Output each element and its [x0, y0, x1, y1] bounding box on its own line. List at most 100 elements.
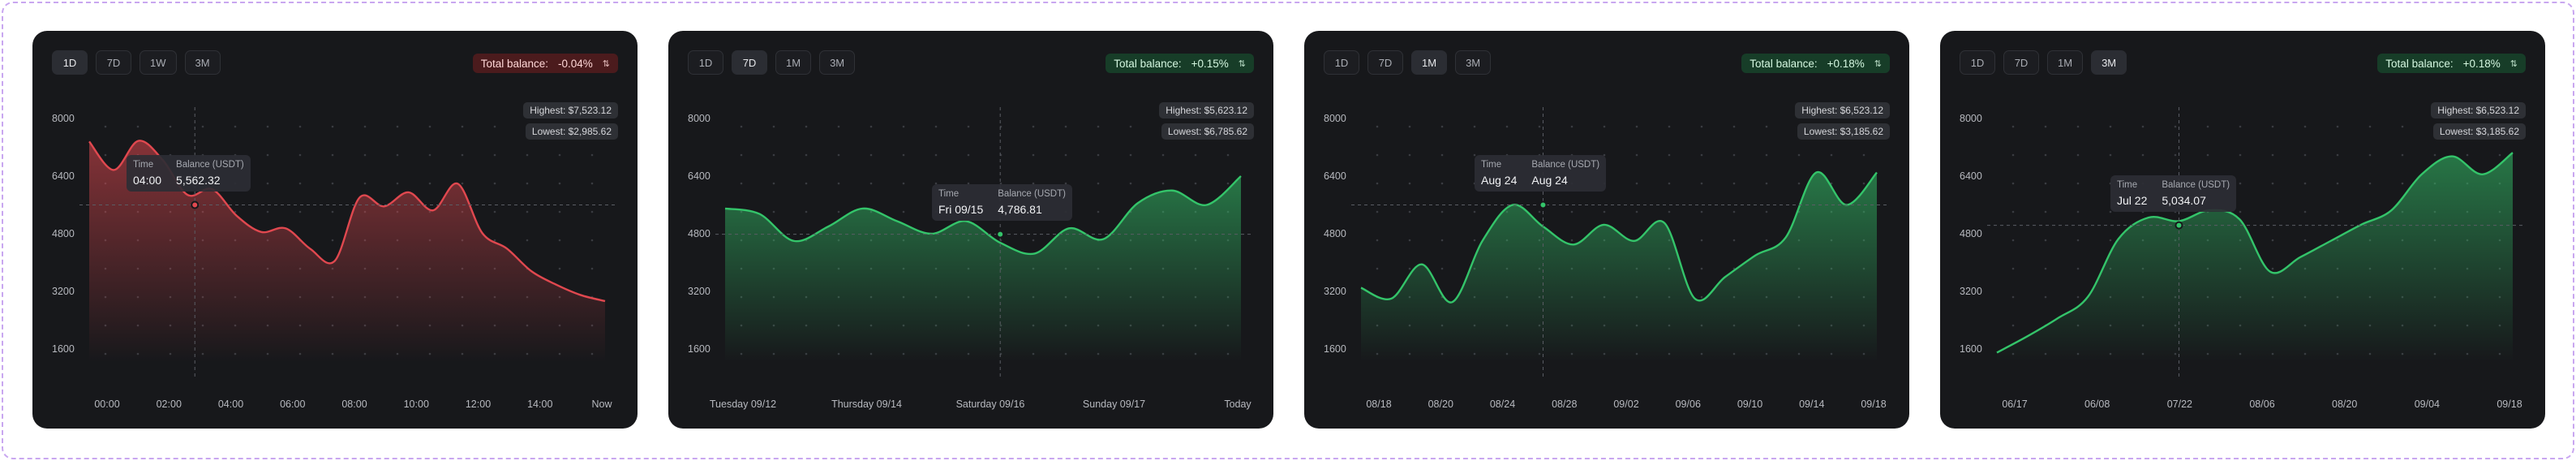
grid-dot	[2303, 182, 2307, 185]
tab-1m[interactable]: 1M	[775, 50, 812, 75]
grid-dot	[2336, 125, 2339, 128]
grid-dot	[266, 182, 269, 185]
grid-dot	[331, 210, 334, 213]
tab-7d[interactable]: 7D	[1367, 50, 1403, 75]
x-tick-label: Today	[1224, 399, 1252, 410]
grid-dot	[363, 125, 367, 128]
tab-1d[interactable]: 1D	[52, 50, 88, 75]
grid-dot	[1440, 210, 1444, 213]
grid-dot	[967, 125, 970, 128]
grid-dot	[2011, 267, 2015, 270]
grid-dot	[1408, 125, 1411, 128]
x-tick-label: Sunday 09/17	[1083, 399, 1145, 410]
tab-7d[interactable]: 7D	[732, 50, 767, 75]
grid-dot	[1376, 267, 1379, 270]
tooltip-time-label: Time	[1481, 160, 1502, 170]
tooltip-balance-label: Balance (USDT)	[1531, 160, 1600, 170]
y-tick-label: 4800	[688, 228, 711, 239]
grid-dot	[2303, 153, 2307, 157]
x-tick-label: 14:00	[527, 399, 552, 410]
grid-dot	[1376, 125, 1379, 128]
grid-dot	[2303, 125, 2307, 128]
tab-1w[interactable]: 1W	[140, 50, 177, 75]
grid-dot	[1570, 239, 1574, 242]
tab-3m[interactable]: 3M	[184, 50, 221, 75]
tab-1d[interactable]: 1D	[1960, 50, 1995, 75]
x-tick-label: 06/17	[2002, 399, 2027, 410]
grid-dot	[837, 210, 840, 213]
series-line[interactable]	[724, 175, 1242, 256]
grid-dot	[2044, 295, 2047, 299]
tab-3m[interactable]: 3M	[2091, 50, 2127, 75]
grid-dot	[2239, 125, 2242, 128]
timeframe-tabs: 1D 7D 1M 3M	[1960, 50, 2127, 75]
lowest-stat: Lowest: $2,985.62	[525, 123, 618, 140]
grid-dot	[2109, 210, 2112, 213]
crosshair-point[interactable]	[1539, 200, 1548, 209]
grid-dot	[902, 153, 905, 157]
tab-1m[interactable]: 1M	[2047, 50, 2084, 75]
tooltip-time: Time Fri 09/15	[938, 189, 983, 216]
x-tick-label: 00:00	[94, 399, 119, 410]
tooltip-time-value: 04:00	[133, 174, 162, 187]
series-line[interactable]	[1996, 152, 2514, 354]
grid-dot	[2271, 267, 2274, 270]
tab-7d[interactable]: 7D	[2003, 50, 2039, 75]
tab-3m[interactable]: 3M	[819, 50, 856, 75]
grid-dot	[2044, 267, 2047, 270]
series-line[interactable]	[1360, 170, 1878, 304]
tab-1d[interactable]: 1D	[1324, 50, 1359, 75]
range-stats: Highest: $6,523.12 Lowest: $3,185.62	[2431, 102, 2526, 140]
grid-dot	[837, 153, 840, 157]
grid-dot	[2239, 210, 2242, 213]
balance-chart: 8000 6400 4800 3200 1600 Tuesday 09/12 Thursda…	[688, 107, 1252, 410]
range-stats: Highest: $6,523.12 Lowest: $3,185.62	[1795, 102, 1890, 140]
tooltip-balance: Balance (USDT) 4,786.81	[998, 189, 1066, 216]
tab-7d[interactable]: 7D	[96, 50, 131, 75]
grid-dot	[2011, 295, 2015, 299]
grid-dot	[2401, 153, 2404, 157]
grid-dot	[428, 182, 431, 185]
grid-dot	[1032, 182, 1035, 185]
crosshair-point[interactable]	[191, 200, 200, 209]
crosshair-point[interactable]	[2175, 221, 2183, 230]
grid-dot	[558, 239, 561, 242]
y-tick-label: 3200	[1960, 286, 1982, 297]
highest-stat: Highest: $5,623.12	[1159, 102, 1254, 118]
x-tick-label: 12:00	[466, 399, 491, 410]
grid-dot	[461, 182, 464, 185]
grid-dot	[2368, 182, 2372, 185]
grid-dot	[461, 153, 464, 157]
x-tick-label: 09/02	[1613, 399, 1638, 410]
grid-dot	[2076, 295, 2080, 299]
grid-dot	[1797, 153, 1801, 157]
grid-dot	[1668, 153, 1671, 157]
x-tick-label: 04:00	[218, 399, 243, 410]
grid-dot	[902, 125, 905, 128]
grid-dot	[2303, 210, 2307, 213]
x-tick-label: 06:00	[280, 399, 305, 410]
grid-dot	[1129, 153, 1132, 157]
y-tick-label: 3200	[1324, 286, 1346, 297]
grid-dot	[934, 125, 938, 128]
x-tick-label: 09/10	[1737, 399, 1762, 410]
tooltip-time-value: Jul 22	[2117, 194, 2148, 207]
grid-dot	[104, 125, 107, 128]
grid-dot	[2076, 267, 2080, 270]
grid-dot	[1635, 182, 1638, 185]
grid-dot	[902, 182, 905, 185]
tab-1d[interactable]: 1D	[688, 50, 723, 75]
tab-3m[interactable]: 3M	[1455, 50, 1492, 75]
lowest-stat: Lowest: $3,185.62	[1797, 123, 1890, 140]
crosshair-point[interactable]	[996, 230, 1005, 239]
grid-dot	[1440, 182, 1444, 185]
tab-1m[interactable]: 1M	[1411, 50, 1448, 75]
hover-tooltip: Time 04:00 Balance (USDT) 5,562.32	[127, 155, 251, 192]
grid-dot	[999, 182, 1002, 185]
grid-dot	[2368, 210, 2372, 213]
grid-dot	[136, 125, 140, 128]
grid-dot	[104, 153, 107, 157]
grid-dot	[2044, 125, 2047, 128]
tooltip-time: Time Jul 22	[2117, 180, 2147, 207]
tooltip-balance: Balance (USDT) Aug 24	[1531, 160, 1599, 187]
